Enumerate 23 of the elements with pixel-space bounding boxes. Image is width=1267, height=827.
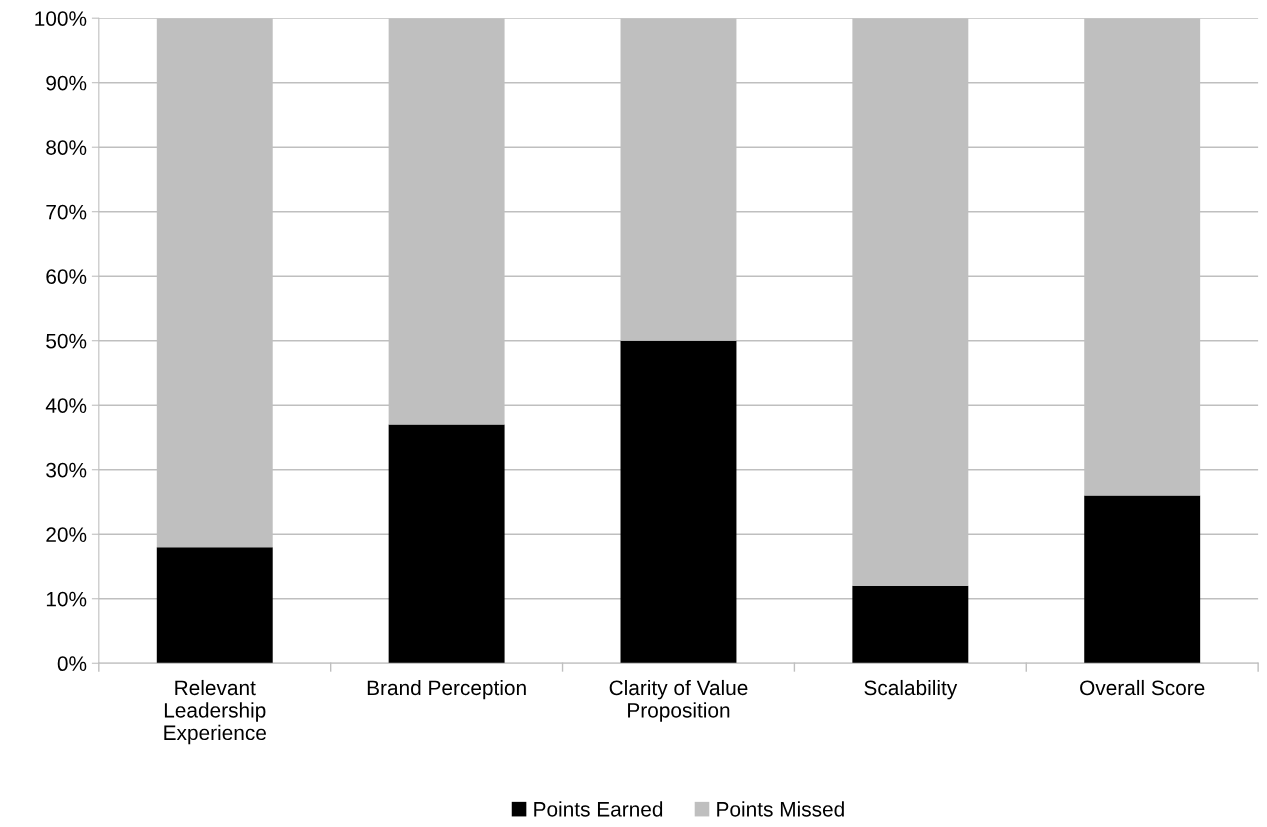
- x-tick-label: Scalability: [864, 679, 958, 700]
- y-tick-label: 20%: [46, 527, 87, 542]
- y-tick-label: 0%: [57, 656, 87, 672]
- bar: [620, 340, 737, 664]
- bar: [1084, 495, 1201, 664]
- legend-label: Points Missed: [717, 801, 844, 817]
- y-tick-label: 90%: [46, 75, 87, 91]
- x-tick-label: Brand Perception: [367, 679, 526, 700]
- y-tick-label: 30%: [46, 462, 87, 478]
- y-tick-label: 80%: [46, 140, 87, 155]
- y-tick-label: 100%: [35, 11, 87, 26]
- legend-label: Points Earned: [534, 801, 663, 817]
- bar: [852, 585, 969, 664]
- bar: [388, 424, 505, 664]
- y-tick-label: 10%: [46, 591, 87, 607]
- x-tick-label: Overall Score: [1080, 679, 1205, 696]
- y-tick-label: 60%: [46, 269, 87, 284]
- x-tick-label: Relevant Leadership Experience: [164, 679, 266, 745]
- x-tick-label: Clarity of Value Proposition: [609, 679, 748, 722]
- y-tick-label: 40%: [45, 398, 87, 413]
- y-tick-label: 70%: [46, 204, 87, 220]
- bar: [156, 547, 273, 664]
- y-tick-label: 50%: [46, 333, 87, 349]
